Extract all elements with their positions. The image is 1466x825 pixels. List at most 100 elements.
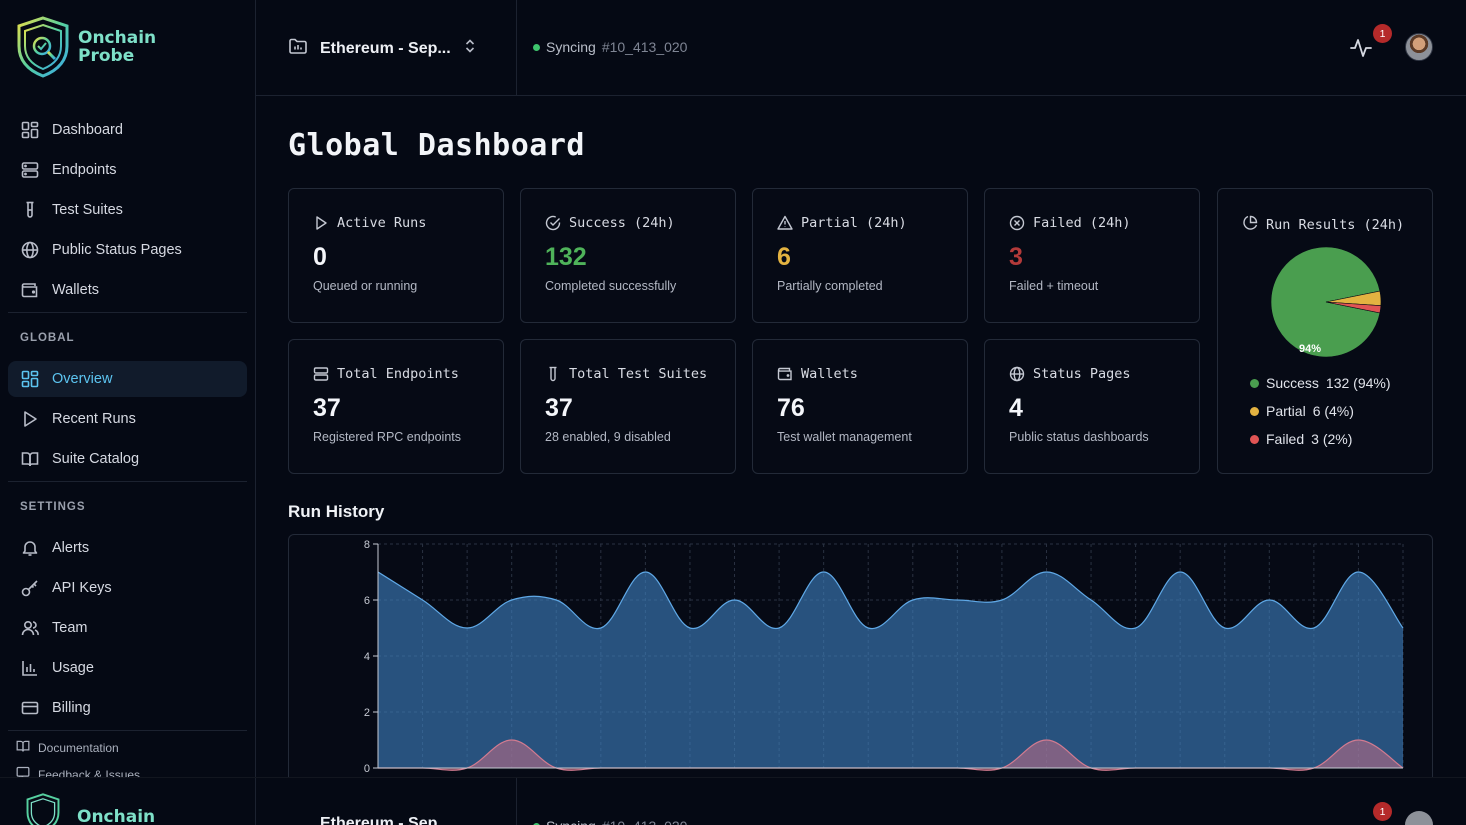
sidebar-item-label: Recent Runs xyxy=(52,411,136,427)
play-icon xyxy=(20,409,40,429)
card-wallets: Wallets 76 Test wallet management xyxy=(752,339,968,474)
ghost-header-divider xyxy=(516,778,517,825)
legend-item-partial: Partial 6 (4%) xyxy=(1250,403,1354,419)
card-value: 37 xyxy=(545,394,573,422)
book-icon xyxy=(20,449,40,469)
card-success: Success (24h) 132 Completed successfully xyxy=(520,188,736,323)
key-icon xyxy=(20,578,40,598)
play-icon xyxy=(313,215,329,231)
wallet-icon xyxy=(20,280,40,300)
sync-dot-icon xyxy=(533,43,540,51)
legend-item-failed: Failed 3 (2%) xyxy=(1250,431,1352,447)
card-status-pages: Status Pages 4 Public status dashboards xyxy=(984,339,1200,474)
legend-name: Success xyxy=(1266,375,1319,391)
card-subtitle: Public status dashboards xyxy=(1009,430,1149,444)
notification-badge[interactable]: 1 xyxy=(1373,24,1392,43)
series-line-0[interactable] xyxy=(377,571,1404,630)
grid-icon xyxy=(20,369,40,389)
card-value: 6 xyxy=(777,243,791,271)
card-subtitle: Test wallet management xyxy=(777,430,912,444)
avatar[interactable] xyxy=(1405,811,1433,825)
page-title: Global Dashboard xyxy=(288,128,585,163)
sidebar-item-alerts[interactable]: Alerts xyxy=(8,530,247,566)
sidebar-item-recent-runs[interactable]: Recent Runs xyxy=(8,401,247,437)
sidebar-item-label: Endpoints xyxy=(52,162,117,178)
ghost-sidebar-border xyxy=(255,778,256,825)
network-selector[interactable]: Ethereum - Sep... xyxy=(288,36,477,61)
card-title: Success (24h) xyxy=(569,215,675,231)
sync-status: Syncing #10_413_020 xyxy=(533,39,687,55)
documentation-link[interactable]: Documentation xyxy=(16,739,119,756)
x-circle-icon xyxy=(1009,215,1025,231)
notification-badge[interactable]: 1 xyxy=(1373,802,1392,821)
brand-line2: Probe xyxy=(78,46,135,66)
sidebar-item-public-status-pages[interactable]: Public Status Pages xyxy=(8,232,247,268)
server-icon xyxy=(20,160,40,180)
card-title: Total Test Suites xyxy=(569,366,708,382)
brand-logo[interactable]: Onchain Probe xyxy=(16,16,156,78)
legend-value: 132 (94%) xyxy=(1325,375,1391,391)
pie-slice-success[interactable] xyxy=(1270,246,1381,358)
card-title: Failed (24h) xyxy=(1033,215,1131,231)
shield-logo-icon xyxy=(26,793,60,825)
card-subtitle: Registered RPC endpoints xyxy=(313,430,461,444)
sync-dot-icon xyxy=(533,822,540,825)
run-history-chart: 0 2 4 6 8 xyxy=(288,534,1433,777)
sidebar-divider xyxy=(8,730,247,731)
sync-status-label: Syncing xyxy=(546,818,596,825)
network-name: Ethereum - Sep... xyxy=(320,815,451,825)
section-label-settings: SETTINGS xyxy=(20,501,86,513)
credit-card-icon xyxy=(20,698,40,718)
brand-line1: Onchain xyxy=(78,28,157,48)
sidebar-item-label: API Keys xyxy=(52,580,112,596)
sidebar-item-label: Team xyxy=(52,620,88,636)
repeated-header-fragment: Onchain Ethereum - Sep... Syncing #10_413… xyxy=(0,777,1466,825)
sidebar-item-wallets[interactable]: Wallets xyxy=(8,272,247,308)
sidebar-item-dashboard[interactable]: Dashboard xyxy=(8,112,247,148)
activity-icon[interactable] xyxy=(1349,36,1373,60)
sidebar-item-overview[interactable]: Overview xyxy=(8,361,247,397)
pie-slice-failed[interactable] xyxy=(1325,301,1382,314)
card-subtitle: 28 enabled, 9 disabled xyxy=(545,430,671,444)
sidebar-item-api-keys[interactable]: API Keys xyxy=(8,570,247,606)
card-value: 76 xyxy=(777,394,805,422)
card-title: Total Endpoints xyxy=(337,366,459,382)
brand-name: Onchain Probe xyxy=(78,29,156,65)
legend-name: Failed xyxy=(1266,431,1305,447)
legend-swatch xyxy=(1250,378,1259,388)
sidebar-item-endpoints[interactable]: Endpoints xyxy=(8,152,247,188)
card-failed: Failed (24h) 3 Failed + timeout xyxy=(984,188,1200,323)
card-active-runs: Active Runs 0 Queued or running xyxy=(288,188,504,323)
sidebar-item-team[interactable]: Team xyxy=(8,610,247,646)
avatar[interactable] xyxy=(1405,33,1433,61)
sidebar-item-billing[interactable]: Billing xyxy=(8,690,247,726)
card-subtitle: Partially completed xyxy=(777,279,883,293)
sidebar-item-label: Usage xyxy=(52,660,94,676)
sidebar-item-label: Suite Catalog xyxy=(52,451,140,467)
run-results-pie-chart: 94% xyxy=(1270,246,1382,358)
network-icon xyxy=(288,36,308,61)
sync-status: Syncing #10_413_020 xyxy=(533,818,687,825)
chevrons-updown-icon xyxy=(463,38,477,59)
sidebar-item-label: Public Status Pages xyxy=(52,242,182,258)
sidebar-item-test-suites[interactable]: Test Suites xyxy=(8,192,247,228)
sidebar-divider xyxy=(8,481,247,482)
card-total-test-suites: Total Test Suites 37 28 enabled, 9 disab… xyxy=(520,339,736,474)
sidebar-item-suite-catalog[interactable]: Suite Catalog xyxy=(8,441,247,477)
documentation-label: Documentation xyxy=(38,740,119,755)
card-title: Wallets xyxy=(801,366,858,382)
header-divider xyxy=(516,0,517,96)
sidebar-item-label: Billing xyxy=(52,700,91,716)
card-value: 3 xyxy=(1009,243,1023,271)
brand-line1: Onchain xyxy=(77,807,156,825)
wallet-icon xyxy=(777,366,793,382)
sidebar-item-usage[interactable]: Usage xyxy=(8,650,247,686)
card-value: 37 xyxy=(313,394,341,422)
y-tick-label: 6 xyxy=(364,595,370,607)
sidebar-divider xyxy=(8,312,247,313)
grid-icon xyxy=(20,120,40,140)
sync-block-number: #10_413_020 xyxy=(602,818,688,825)
legend-value: 3 (2%) xyxy=(1311,431,1353,447)
card-title: Run Results (24h) xyxy=(1266,217,1405,233)
